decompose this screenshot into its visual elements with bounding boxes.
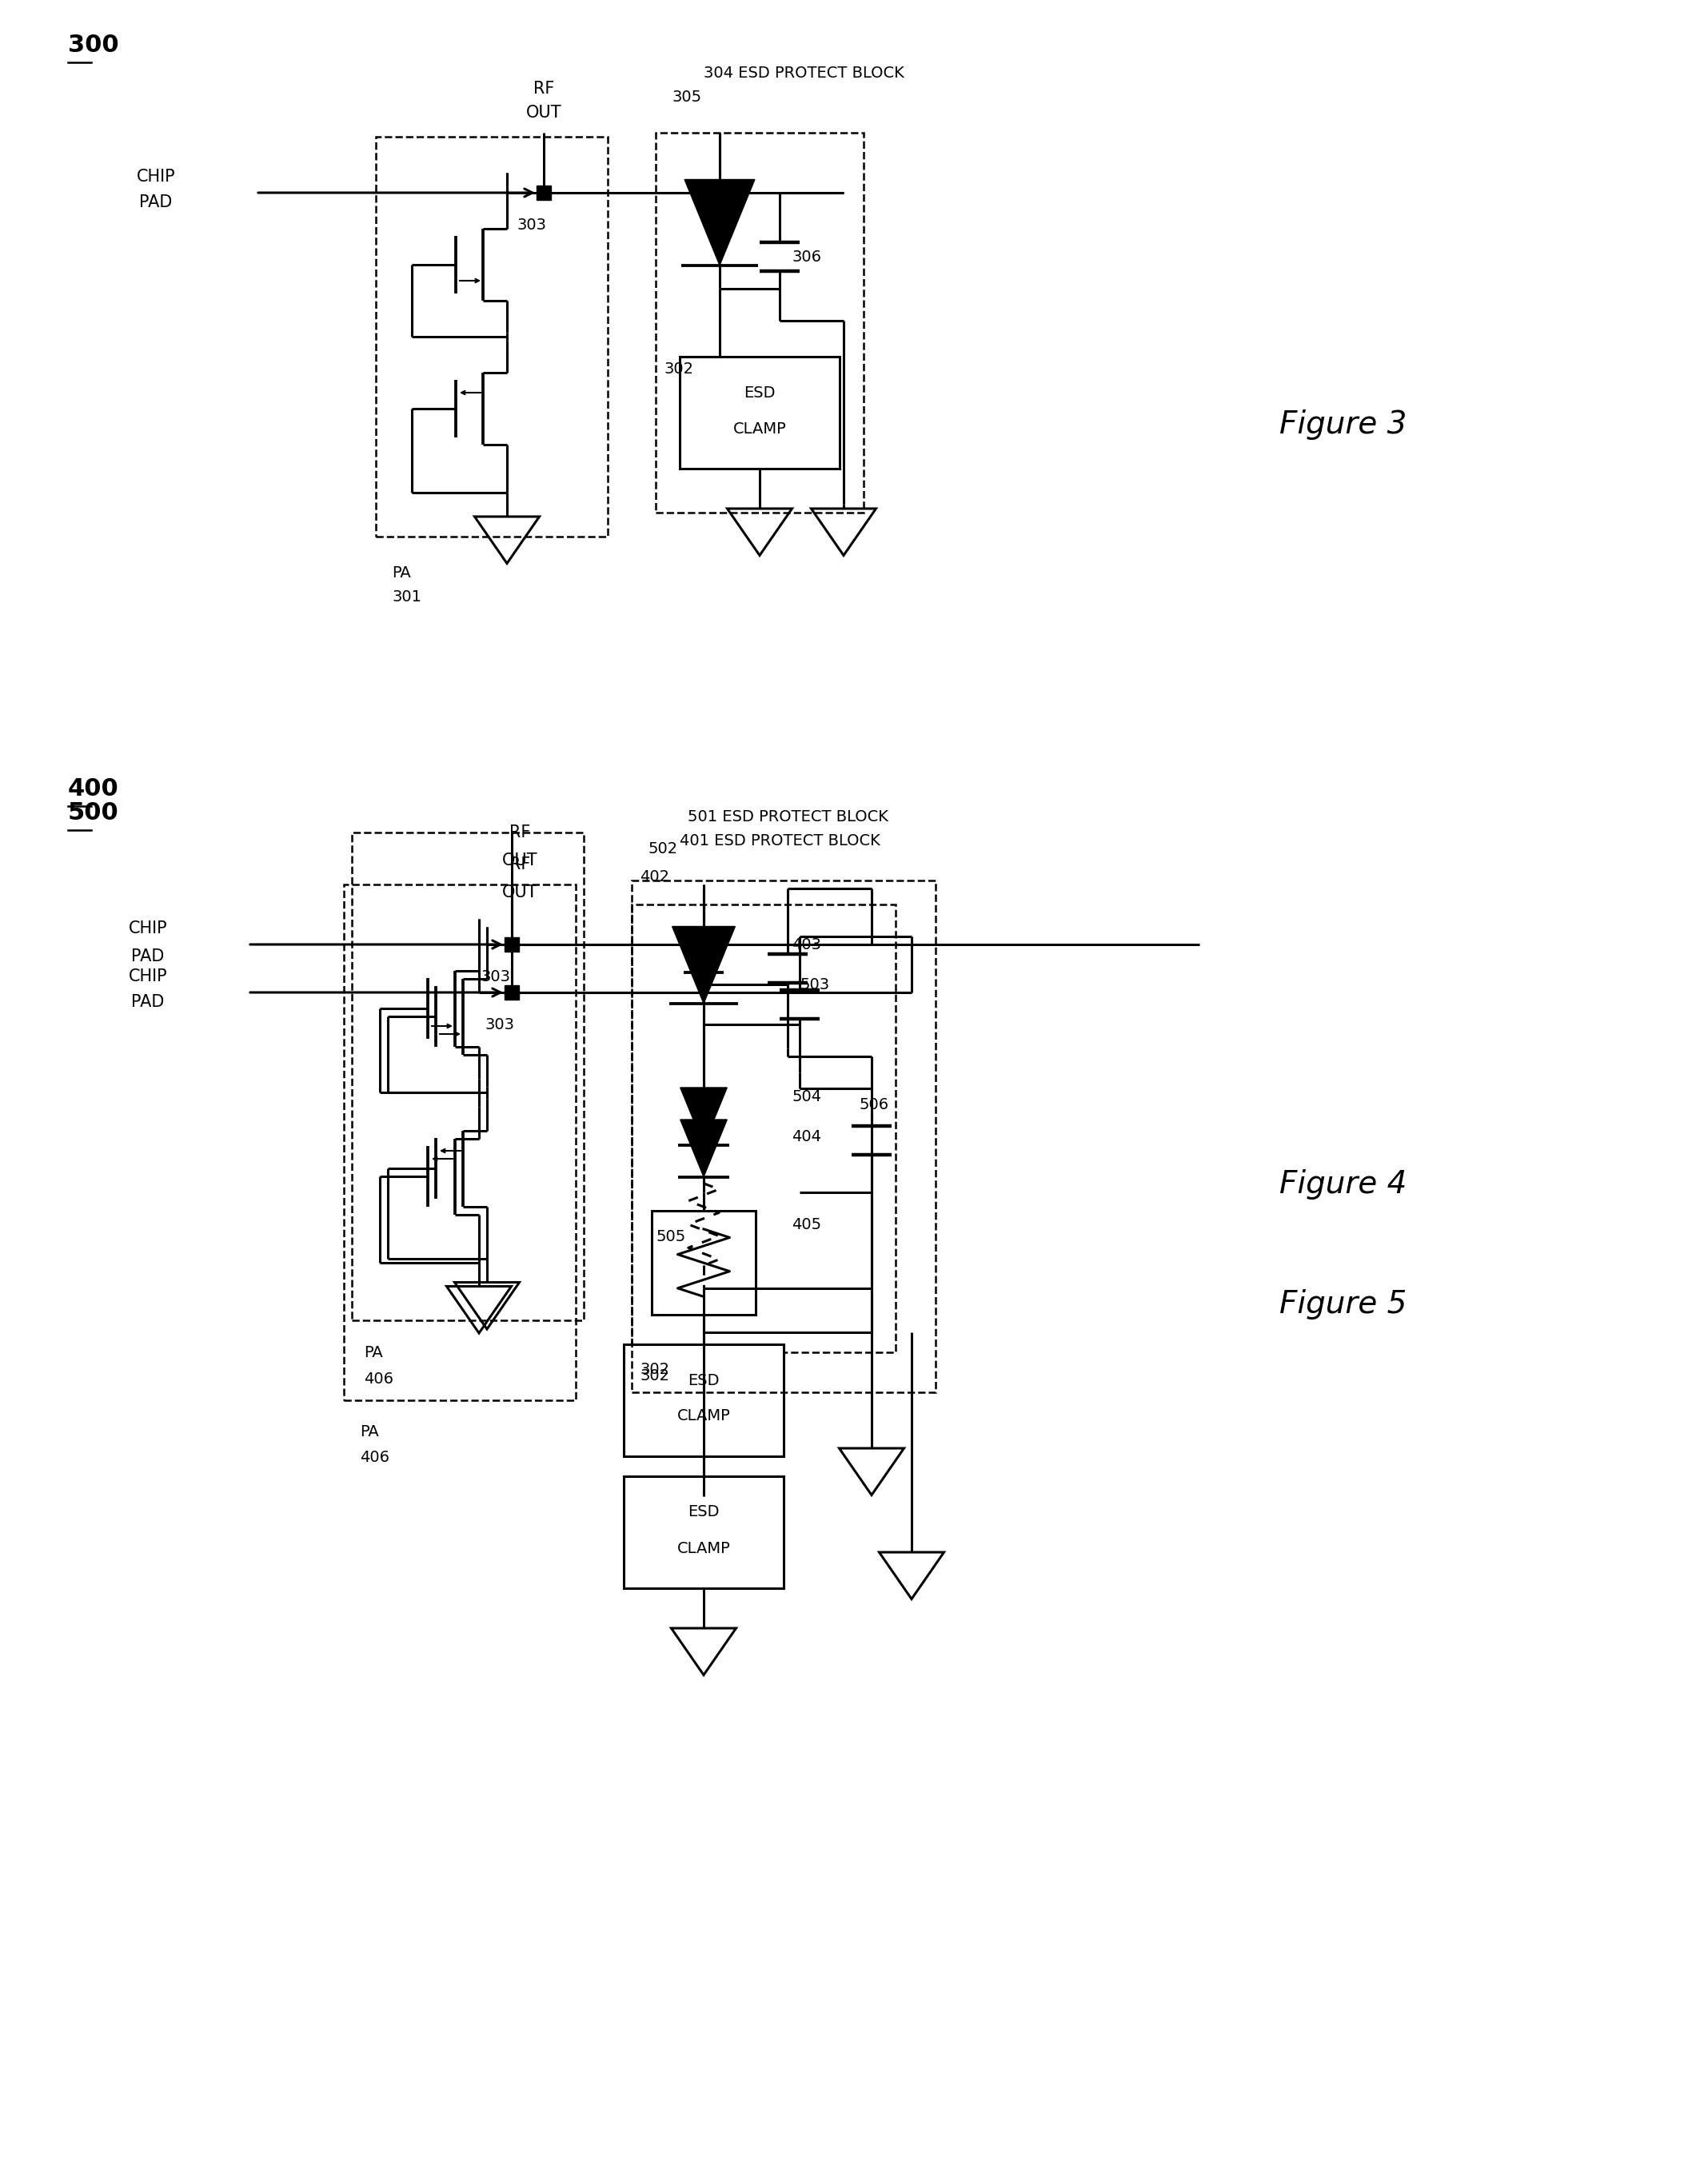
Text: 302: 302 [640,1369,669,1385]
Text: OUT: OUT [502,885,537,900]
Text: RF: RF [509,856,530,871]
Text: 402: 402 [640,869,669,885]
Text: 404: 404 [791,1129,822,1144]
Bar [623,1345,783,1457]
Bar [655,133,864,513]
Bar [376,138,608,537]
Text: Figure 3: Figure 3 [1280,408,1406,439]
Text: 504: 504 [791,1090,822,1103]
Text: Figure 4: Figure 4 [1280,1168,1406,1199]
Text: RF: RF [509,826,530,841]
Text: OUT: OUT [502,852,537,869]
Polygon shape [685,928,722,972]
Text: CHIP: CHIP [128,919,167,937]
Bar [632,880,936,1391]
Text: 302: 302 [640,1363,669,1378]
Polygon shape [685,179,754,264]
Bar [344,885,576,1400]
Text: PAD: PAD [131,948,165,965]
Polygon shape [680,1088,727,1144]
Text: CHIP: CHIP [128,968,167,985]
Text: 505: 505 [655,1230,685,1245]
Text: CLAMP: CLAMP [733,422,786,437]
Text: 303: 303 [485,1018,515,1033]
Text: 300: 300 [67,33,120,57]
Text: 305: 305 [672,90,701,105]
Text: ESD: ESD [744,384,775,400]
Text: 503: 503 [800,976,829,992]
Bar [505,937,519,952]
Text: 301: 301 [392,590,421,605]
Text: ESD: ESD [687,1374,719,1387]
Text: 401 ESD PROTECT BLOCK: 401 ESD PROTECT BLOCK [680,832,881,847]
Text: 400: 400 [67,778,120,802]
Text: 406: 406 [364,1372,394,1387]
Text: PAD: PAD [140,194,172,210]
Text: 502: 502 [648,841,677,856]
Text: 302: 302 [663,360,694,376]
Text: 306: 306 [791,249,822,264]
Text: Figure 5: Figure 5 [1280,1289,1406,1319]
Bar [652,1210,756,1315]
Text: 501 ESD PROTECT BLOCK: 501 ESD PROTECT BLOCK [687,808,887,823]
Text: PA: PA [360,1424,379,1439]
Text: CLAMP: CLAMP [677,1540,731,1555]
Text: PA: PA [392,566,411,581]
Polygon shape [672,926,736,1002]
Bar [632,904,896,1352]
Text: CLAMP: CLAMP [677,1409,731,1424]
Text: RF: RF [534,81,554,96]
Text: PA: PA [364,1345,382,1361]
Text: 303: 303 [482,970,510,985]
Text: 405: 405 [791,1216,822,1232]
Bar [537,186,551,201]
Text: 304 ESD PROTECT BLOCK: 304 ESD PROTECT BLOCK [704,66,904,81]
Bar [505,985,519,1000]
Text: 506: 506 [859,1096,889,1112]
Text: OUT: OUT [525,105,561,120]
Text: 406: 406 [360,1450,389,1465]
Text: 403: 403 [791,937,822,952]
Text: ESD: ESD [687,1505,719,1520]
Bar [352,832,584,1321]
Bar [680,356,840,470]
Text: PAD: PAD [131,994,165,1009]
Text: CHIP: CHIP [136,168,175,186]
Polygon shape [680,1120,727,1177]
Text: 303: 303 [517,216,547,232]
Bar [623,1476,783,1588]
Text: 500: 500 [67,802,120,826]
